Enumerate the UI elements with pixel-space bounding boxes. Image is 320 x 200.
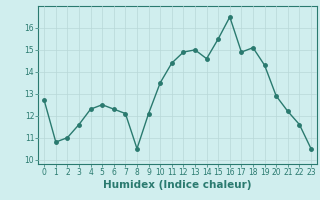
X-axis label: Humidex (Indice chaleur): Humidex (Indice chaleur) — [103, 180, 252, 190]
